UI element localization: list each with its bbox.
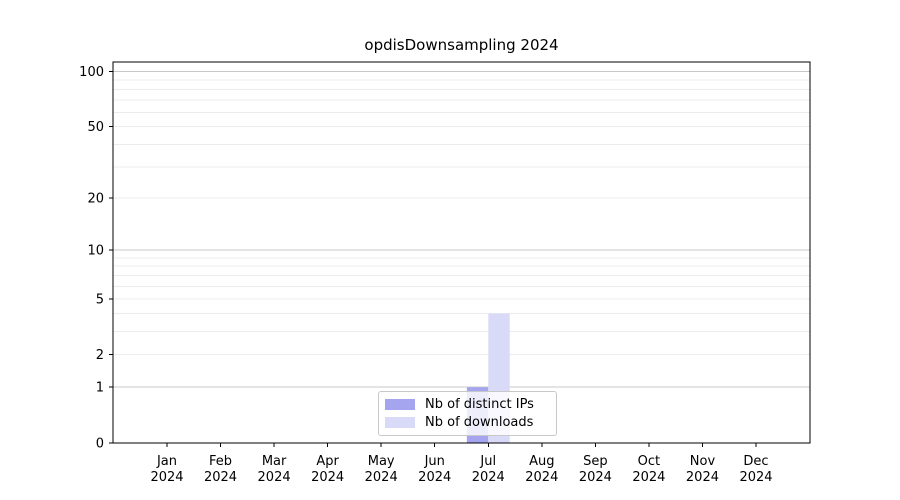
x-tick-label-month: Aug — [529, 454, 554, 469]
legend-label-downloads: Nb of downloads — [425, 415, 534, 430]
y-tick-label-20: 20 — [87, 192, 104, 207]
x-tick-label-year: 2024 — [311, 470, 344, 485]
x-tick-label-year: 2024 — [579, 470, 612, 485]
y-tick-label-1: 1 — [96, 381, 104, 396]
y-tick-label-100: 100 — [79, 65, 104, 80]
legend-item-downloads: Nb of downloads — [385, 415, 548, 430]
plot-border — [112, 61, 811, 444]
x-tick-label-month: Jan — [156, 454, 177, 469]
x-tick-label-year: 2024 — [472, 470, 505, 485]
x-tick-label-year: 2024 — [632, 470, 665, 485]
x-tick-label-year: 2024 — [525, 470, 558, 485]
legend-item-distinct-ips: Nb of distinct IPs — [385, 397, 548, 412]
x-tick-label-month: Mar — [262, 454, 287, 469]
legend-swatch-downloads — [385, 417, 415, 428]
chart-title: opdisDownsampling 2024 — [364, 36, 559, 54]
x-tick-label-month: Apr — [316, 454, 339, 469]
x-tick-label-month: Feb — [209, 454, 232, 469]
x-tick-label-year: 2024 — [418, 470, 451, 485]
x-tick-label-year: 2024 — [150, 470, 183, 485]
y-tick-label-0: 0 — [96, 437, 104, 452]
x-tick-label-year: 2024 — [258, 470, 291, 485]
x-tick-label-month: Nov — [690, 454, 716, 469]
y-tick-label-5: 5 — [96, 292, 104, 307]
x-tick-label-month: Dec — [743, 454, 768, 469]
x-tick-label-month: Sep — [583, 454, 608, 469]
x-tick-label-month: Jul — [479, 454, 496, 469]
x-tick-label-month: Oct — [638, 454, 660, 469]
x-tick-label-year: 2024 — [365, 470, 398, 485]
x-tick-label-month: May — [368, 454, 395, 469]
y-tick-label-2: 2 — [96, 348, 104, 363]
x-tick-label-month: Jun — [424, 454, 445, 469]
y-tick-label-10: 10 — [87, 244, 104, 259]
legend-swatch-distinct-ips — [385, 399, 415, 410]
x-tick-label-year: 2024 — [204, 470, 237, 485]
legend-label-distinct-ips: Nb of distinct IPs — [425, 397, 534, 412]
y-tick-label-50: 50 — [87, 120, 104, 135]
legend: Nb of distinct IPs Nb of downloads — [378, 391, 557, 436]
x-tick-label-year: 2024 — [739, 470, 772, 485]
x-tick-label-year: 2024 — [686, 470, 719, 485]
